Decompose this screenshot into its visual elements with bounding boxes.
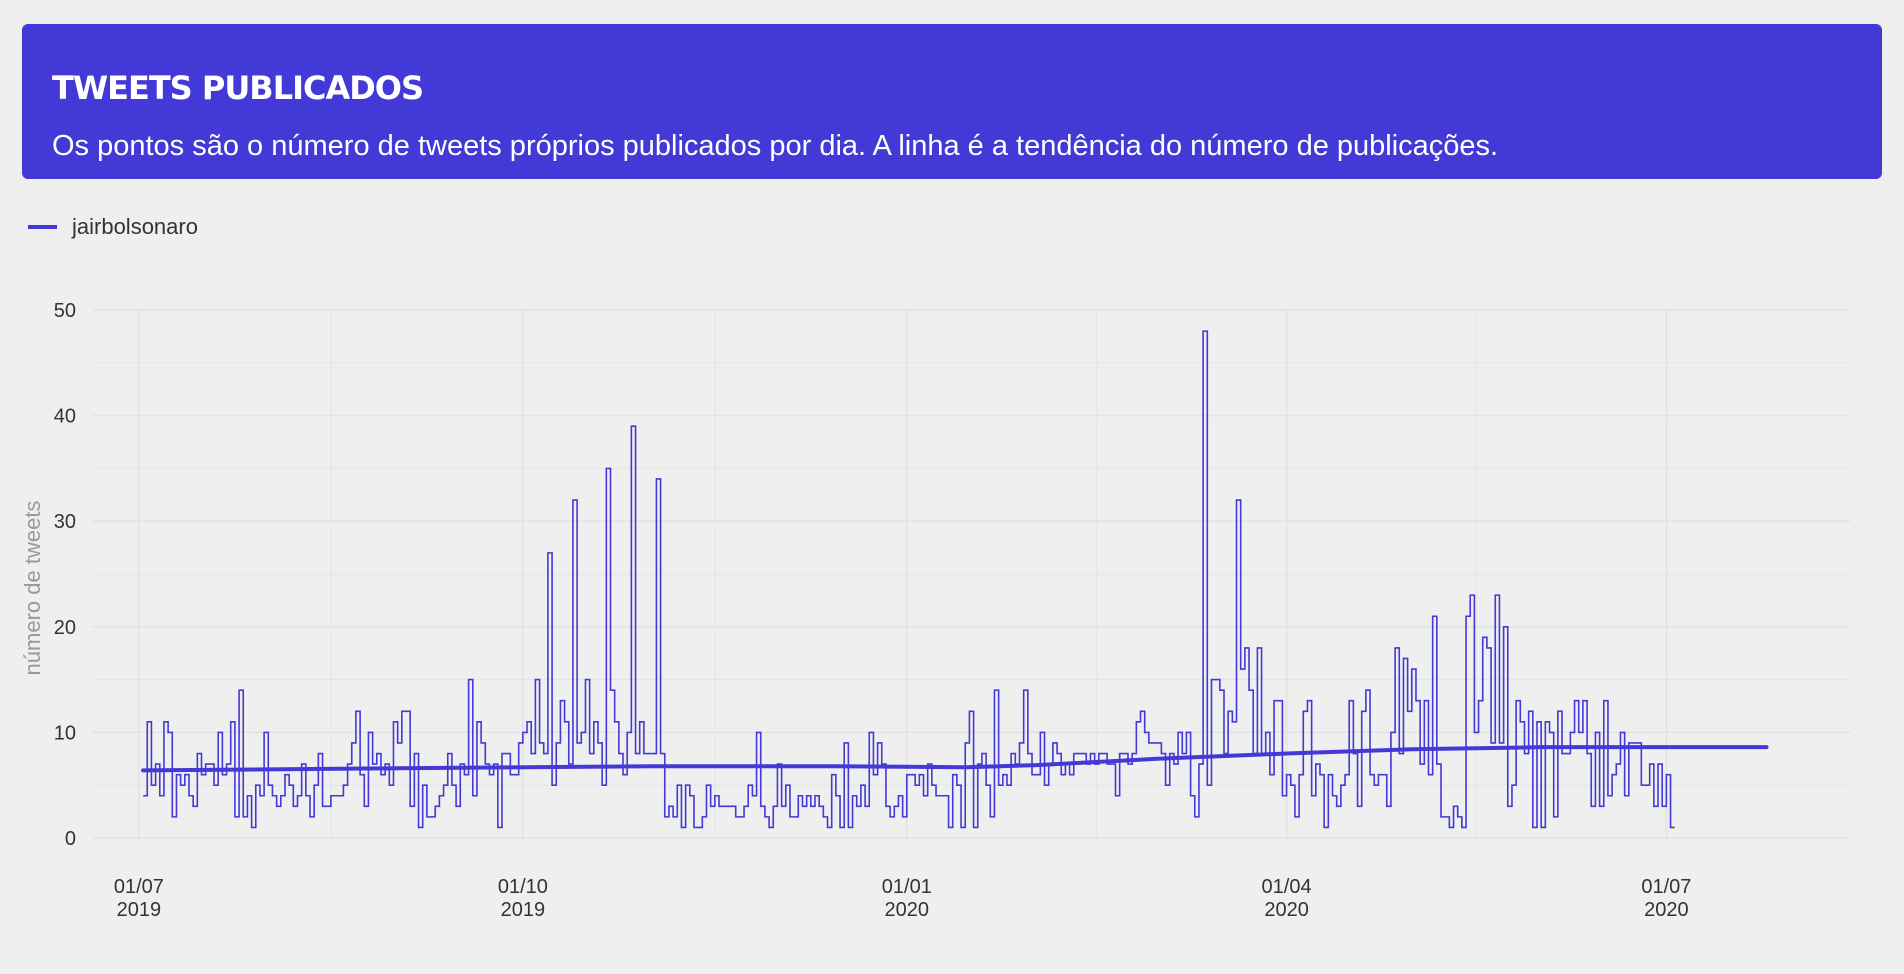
- y-tick-label: 50: [54, 300, 76, 322]
- x-tick-year-label: 2019: [501, 899, 546, 921]
- x-tick-year-label: 2020: [1264, 899, 1309, 921]
- chart-header-banner: TWEETS PUBLICADOS Os pontos são o número…: [22, 24, 1882, 179]
- y-tick-label: 0: [65, 828, 76, 850]
- legend-label: jairbolsonaro: [72, 214, 198, 239]
- y-tick-label: 40: [54, 406, 76, 428]
- x-tick-year-label: 2020: [1644, 899, 1689, 921]
- x-tick-label: 01/07: [1641, 876, 1691, 898]
- x-tick-label: 01/01: [882, 876, 932, 898]
- y-tick-label: 30: [54, 511, 76, 533]
- x-tick-label: 01/07: [114, 876, 164, 898]
- chart-subtitle: Os pontos são o número de tweets próprio…: [52, 130, 1499, 162]
- x-tick-year-label: 2019: [117, 899, 162, 921]
- y-tick-label: 20: [54, 617, 76, 639]
- x-tick-year-label: 2020: [885, 899, 930, 921]
- chart-title: TWEETS PUBLICADOS: [52, 69, 424, 107]
- legend-swatch: [28, 225, 57, 229]
- chart-legend: jairbolsonaro: [28, 212, 198, 242]
- y-axis-title: número de tweets: [20, 501, 45, 676]
- daily-tweets-step-line: [143, 330, 1675, 829]
- trend-line: [141, 745, 1769, 773]
- x-tick-label: 01/04: [1262, 876, 1312, 898]
- y-tick-label: 10: [54, 722, 76, 744]
- x-tick-label: 01/10: [498, 876, 548, 898]
